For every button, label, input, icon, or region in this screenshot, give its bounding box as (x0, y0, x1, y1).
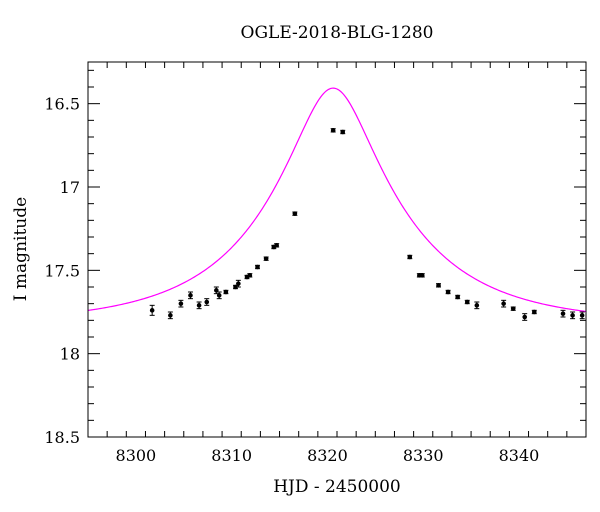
data-point (263, 256, 269, 261)
data-point (474, 301, 480, 310)
data-point (531, 309, 537, 315)
data-marker (214, 288, 219, 293)
data-point (560, 309, 566, 318)
data-marker (407, 254, 413, 260)
data-marker (149, 308, 155, 313)
y-tick-label: 18.5 (44, 428, 80, 447)
data-point (274, 243, 280, 248)
x-axis-tick-labels: 8300 8310 8320 8330 8340 (116, 446, 540, 465)
data-point (178, 299, 184, 308)
y-tick-label: 17 (60, 178, 80, 197)
data-point (149, 304, 155, 316)
x-tick-label: 8340 (499, 446, 540, 465)
data-point (223, 289, 229, 295)
data-marker (436, 283, 441, 288)
data-marker (340, 129, 346, 135)
data-point (579, 311, 585, 320)
data-point (204, 298, 210, 306)
data-point (216, 291, 222, 300)
data-marker (292, 211, 298, 216)
x-tick-label: 8300 (116, 446, 157, 465)
data-marker (419, 273, 425, 278)
plot-frame (87, 61, 587, 438)
data-point (247, 273, 253, 278)
data-marker (196, 303, 202, 308)
data-marker (522, 314, 528, 320)
data-marker (455, 294, 460, 300)
y-tick-label: 16.5 (44, 95, 80, 114)
model-curve-layer (87, 87, 587, 313)
data-point (167, 311, 173, 320)
data-marker (510, 306, 516, 311)
data-marker (216, 293, 222, 298)
chart-title: OGLE-2018-BLG-1280 (241, 23, 434, 43)
data-marker (247, 273, 253, 278)
data-marker (223, 289, 229, 295)
data-point (196, 301, 202, 310)
x-tick-label: 8310 (211, 446, 252, 465)
data-marker (168, 313, 173, 318)
data-point (255, 264, 261, 270)
x-tick-label: 8330 (403, 446, 444, 465)
y-axis-label: I magnitude (11, 197, 31, 301)
data-marker (464, 299, 470, 305)
data-point (407, 254, 413, 260)
data-marker (330, 128, 336, 133)
data-point (445, 289, 451, 295)
data-marker (263, 256, 269, 261)
axis-ticks (87, 62, 587, 438)
y-axis-tick-labels: 16.5 17 17.5 18 18.5 (44, 95, 80, 447)
data-marker (204, 299, 210, 305)
x-tick-label: 8320 (307, 446, 348, 465)
data-point (455, 294, 461, 300)
data-point (436, 283, 442, 288)
data-marker (236, 281, 241, 286)
data-marker (233, 284, 238, 290)
data-marker (274, 243, 279, 248)
y-tick-label: 18 (60, 345, 80, 364)
data-point (187, 291, 193, 300)
data-marker (501, 301, 506, 306)
data-point (501, 299, 507, 308)
data-marker (579, 313, 585, 318)
y-tick-label: 17.5 (44, 261, 80, 280)
data-marker (570, 313, 575, 318)
data-marker (188, 293, 193, 298)
data-marker (474, 303, 480, 308)
data-marker (445, 289, 451, 295)
data-point (340, 129, 346, 135)
data-point (292, 211, 298, 216)
data-point (570, 311, 576, 320)
x-axis-label: HJD - 2450000 (273, 477, 401, 497)
data-point (330, 128, 336, 133)
model-curve (87, 87, 587, 313)
data-point (213, 286, 219, 295)
data-points-layer (149, 128, 585, 321)
data-point (522, 313, 528, 321)
data-marker (178, 301, 184, 306)
data-marker (560, 311, 566, 316)
data-point (510, 306, 516, 311)
data-marker (531, 309, 537, 315)
data-point (235, 279, 241, 288)
data-point (464, 299, 470, 305)
data-marker (255, 264, 260, 270)
data-point (419, 273, 425, 278)
